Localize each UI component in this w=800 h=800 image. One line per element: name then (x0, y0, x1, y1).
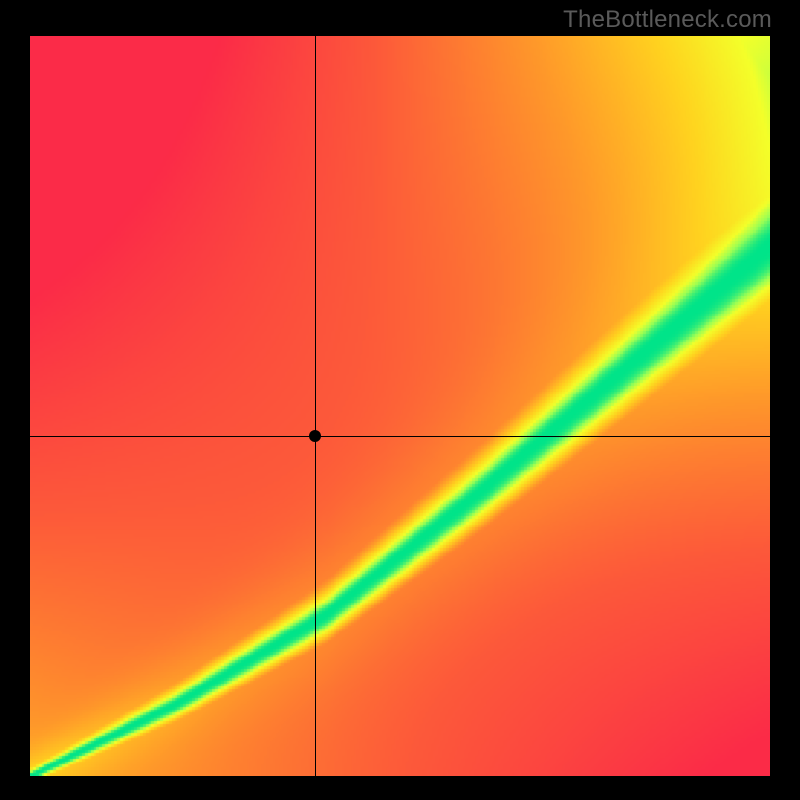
crosshair-vertical (315, 36, 316, 776)
watermark-text: TheBottleneck.com (563, 6, 772, 34)
chart-frame: TheBottleneck.com (0, 0, 800, 800)
heatmap-plot (30, 36, 770, 776)
heatmap-canvas (30, 36, 770, 776)
crosshair-horizontal (30, 436, 770, 437)
marker-dot (309, 430, 321, 442)
